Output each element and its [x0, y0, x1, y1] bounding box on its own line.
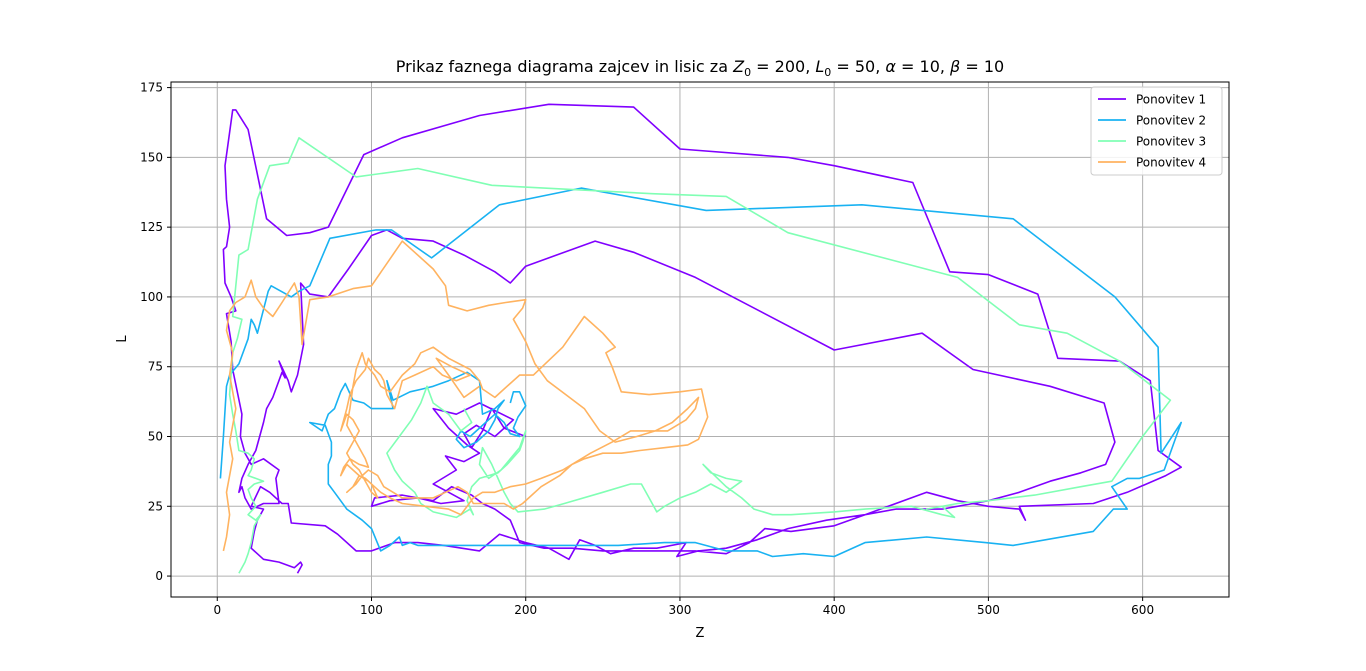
series-line-2 [219, 187, 1182, 558]
title-param-symbol: Z [732, 57, 745, 76]
y-tick-label: 75 [148, 360, 163, 374]
y-tick-label: 50 [148, 429, 163, 443]
title-separator: , [875, 57, 885, 76]
x-tick-label: 0 [213, 603, 221, 617]
title-param-subscript: 0 [824, 66, 831, 79]
x-tick-label: 400 [823, 603, 846, 617]
grid-lines [171, 82, 1229, 597]
x-tick-label: 200 [514, 603, 537, 617]
y-tick-label: 100 [140, 290, 163, 304]
x-axis: 0 100 200 300 400 500 600 [213, 597, 1154, 617]
legend-label: Ponovitev 3 [1136, 135, 1206, 149]
title-param-subscript: 0 [744, 66, 751, 79]
series-line-4 [222, 240, 709, 552]
legend-box [1090, 86, 1223, 176]
y-axis-label: L [115, 335, 130, 343]
title-param-value: = 200 [751, 57, 805, 76]
y-axis: 0 25 50 75 100 125 150 175 [140, 81, 171, 583]
legend-label: Ponovitev 1 [1136, 93, 1206, 107]
y-tick-label: 0 [155, 569, 163, 583]
title-separator: , [940, 57, 950, 76]
title-param-symbol: β [949, 57, 960, 76]
legend-label: Ponovitev 2 [1136, 114, 1206, 128]
series-line-3 [228, 137, 1172, 574]
series-layer [219, 103, 1182, 574]
legend: Ponovitev 1 Ponovitev 2 Ponovitev 3 Ponovit… [1090, 86, 1223, 176]
x-tick-label: 300 [668, 603, 691, 617]
y-tick-label: 25 [148, 499, 163, 513]
x-axis-label: Z [696, 626, 705, 641]
plot-frame [170, 81, 1230, 598]
y-tick-label: 150 [140, 150, 163, 164]
title-param-value: = 10 [960, 57, 1004, 76]
y-tick-label: 125 [140, 220, 163, 234]
chart-title: Prikaz faznega diagrama zajcev in lisic … [396, 57, 1004, 79]
x-tick-label: 500 [977, 603, 1000, 617]
title-param-symbol: L [815, 57, 824, 76]
title-param-value: = 10 [896, 57, 940, 76]
title-text: Prikaz faznega diagrama zajcev in lisic … [396, 57, 733, 76]
y-tick-label: 175 [140, 81, 163, 95]
title-param-symbol: α [885, 57, 896, 76]
title-separator: , [805, 57, 815, 76]
title-param-value: = 50 [831, 57, 875, 76]
series-line-1 [222, 103, 1182, 574]
legend-label: Ponovitev 4 [1136, 156, 1206, 170]
x-tick-label: 100 [360, 603, 383, 617]
x-tick-label: 600 [1131, 603, 1154, 617]
